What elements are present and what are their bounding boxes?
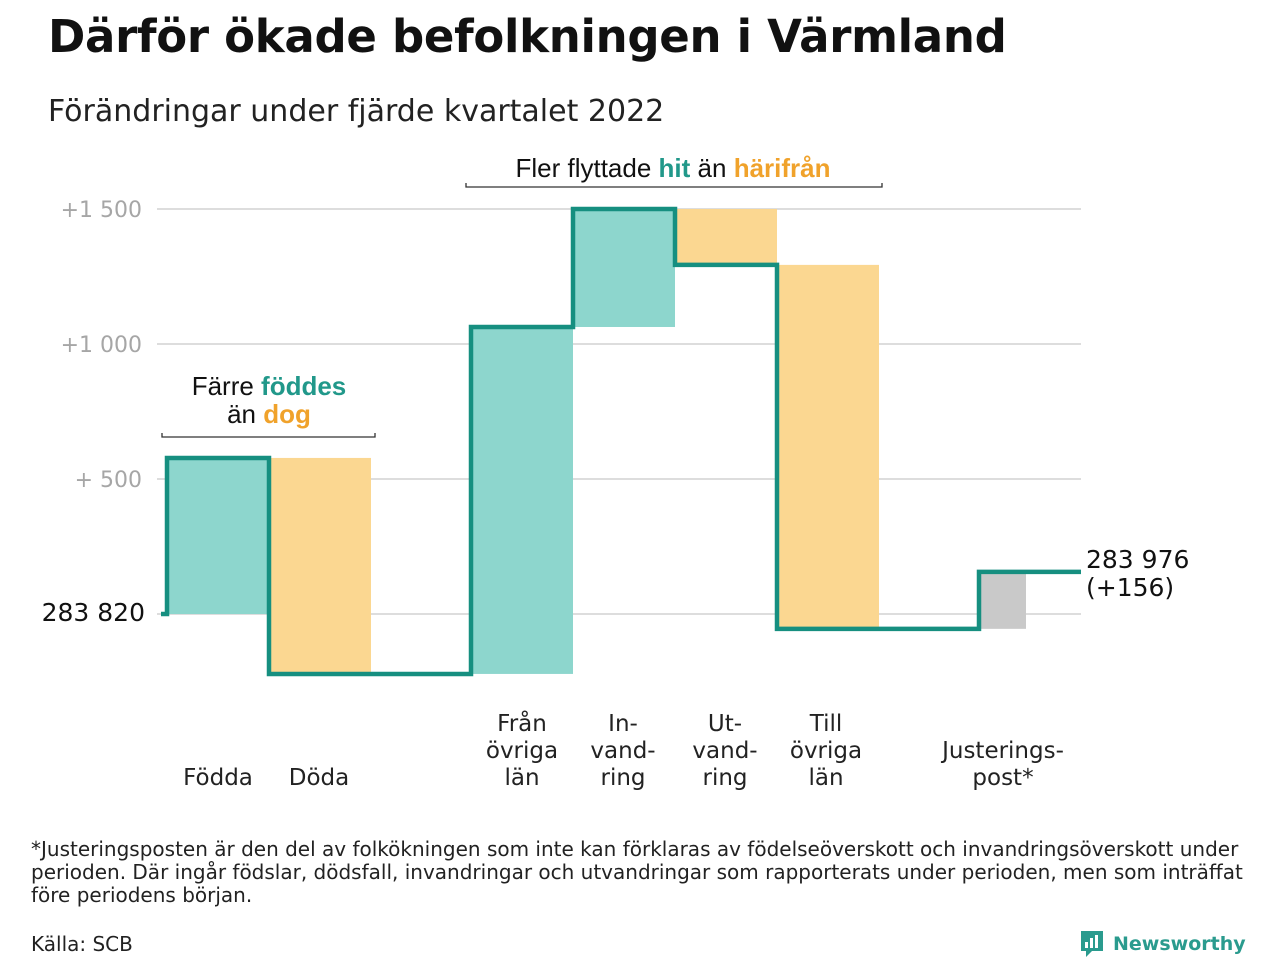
y-tick-label: +1 000 [61,333,142,358]
bar [167,457,269,614]
annotation-migration-harifran: härifrån [734,153,831,183]
x-category-label: övriga [486,738,558,764]
x-category-label: Döda [289,765,349,791]
x-category-label: län [504,765,539,791]
bar [675,209,777,265]
x-category-label: län [808,765,843,791]
annotation-migration-mid: än [690,153,733,183]
annotation-migration: Fler flyttade hit än härifrån [465,153,883,188]
step-line [161,206,1081,677]
start-value-label: 283 820 [42,598,145,627]
x-category-label: Från [497,709,547,737]
end-change-label: (+156) [1086,573,1174,602]
svg-text:Fler flyttade hit än härifrån: Fler flyttade hit än härifrån [515,153,830,183]
x-category-label: Till [809,711,843,737]
x-category-label: ring [600,765,645,791]
y-tick-label: +1 500 [61,198,142,223]
annotation-bracket-births [161,433,376,438]
x-category-label: ring [702,765,747,791]
footnote: *Justeringsposten är den del av folkökni… [31,837,1243,907]
svg-text:Färre föddes: Färre föddes [192,371,347,401]
bar [777,264,879,629]
annotation-births-hl: föddes [261,371,346,401]
bars [167,209,1026,674]
chart-subtitle: Förändringar under fjärde kvartalet 2022 [48,94,665,129]
bar [269,457,371,674]
x-category-label: övriga [790,738,862,764]
annotation-deaths-hl: dog [263,399,311,429]
x-category-label: vand- [692,738,757,764]
annotation-bracket-migration [465,183,883,188]
brand-logo[interactable]: Newsworthy [1079,929,1246,959]
newsworthy-logo-icon [1081,931,1103,957]
annotation-births-pre: Färre [192,371,261,401]
svg-text:än dog: än dog [227,399,311,429]
annotation-births-deaths: Färre föddes än dog [161,371,376,438]
bar [573,209,675,327]
chart-title: Därför ökade befolkningen i Värmland [48,10,1007,63]
annotation-deaths-pre: än [227,399,263,429]
x-category-label: Ut- [708,711,742,737]
x-category-label: vand- [590,738,655,764]
annotation-migration-pre: Fler flyttade [515,153,658,183]
x-category-label: In- [608,711,638,737]
brand-name: Newsworthy [1113,933,1246,955]
annotation-migration-hit: hit [659,153,691,183]
x-category-label: Födda [183,765,253,791]
x-category-label: post* [972,765,1033,791]
bar [471,326,573,674]
x-category-label: Justerings- [940,738,1064,764]
source-label: Källa: SCB [31,932,133,956]
y-tick-label: + 500 [75,468,142,493]
bar [979,571,1026,629]
cumulative-step-line [161,206,1081,677]
end-value-label: 283 976 [1086,545,1189,574]
